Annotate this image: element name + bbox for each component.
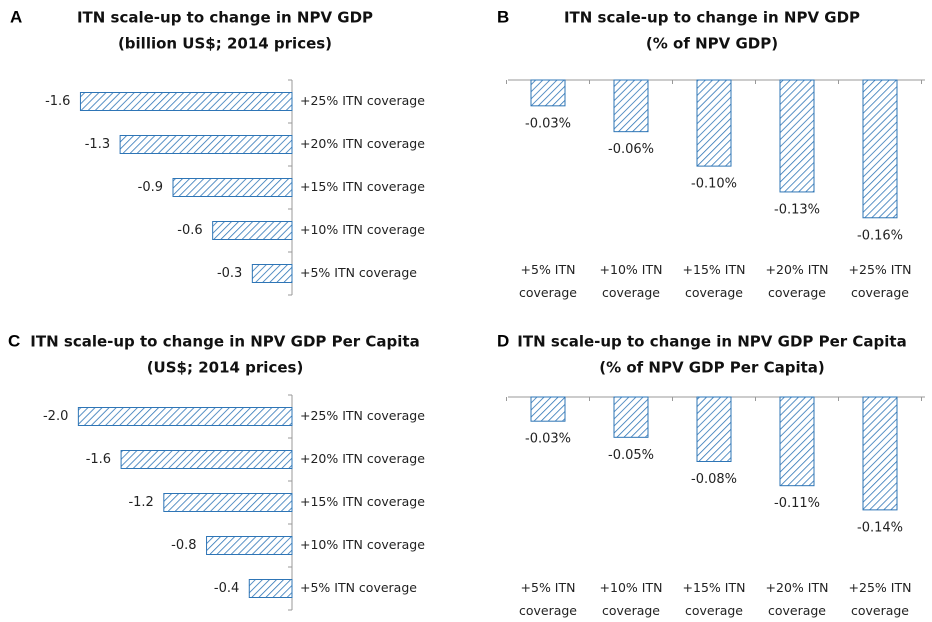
- category-label: +25% ITN coverage: [300, 408, 425, 423]
- category-label: +25% ITN coverage: [300, 93, 425, 108]
- bar: [212, 221, 293, 240]
- category-label: +10% ITN coverage: [599, 580, 663, 618]
- category-label: +25% ITN coverage: [848, 262, 912, 300]
- chart-subtitle: (US$; 2014 prices): [147, 359, 304, 377]
- chart-subtitle: (% of NPV GDP Per Capita): [599, 359, 824, 377]
- chart-subtitle: (billion US$; 2014 prices): [118, 35, 332, 53]
- bar: [613, 396, 649, 438]
- chart-title: ITN scale-up to change in NPV GDP: [77, 9, 373, 27]
- chart-title: ITN scale-up to change in NPV GDP Per Ca…: [30, 333, 419, 351]
- category-label: +15% ITN coverage: [682, 262, 746, 300]
- category-label: +5% ITN coverage: [300, 580, 417, 595]
- panel-letter: B: [497, 7, 509, 26]
- value-label: -1.6: [86, 452, 111, 467]
- value-label: -0.03%: [525, 116, 571, 131]
- bar: [120, 450, 293, 469]
- value-label: -0.06%: [608, 142, 654, 157]
- category-label: +5% ITN coverage: [300, 265, 417, 280]
- category-label: +10% ITN coverage: [599, 262, 663, 300]
- bar: [696, 79, 732, 167]
- bar: [862, 79, 898, 219]
- value-label: -1.3: [85, 137, 110, 152]
- bar: [77, 407, 293, 426]
- value-label: -0.8: [171, 538, 196, 553]
- value-label: -1.6: [45, 94, 70, 109]
- chart-title: ITN scale-up to change in NPV GDP Per Ca…: [517, 333, 906, 351]
- category-label: +5% ITN coverage: [518, 262, 578, 300]
- panel-letter: A: [10, 7, 22, 26]
- category-label: +20% ITN coverage: [300, 136, 425, 151]
- value-label: -0.13%: [774, 202, 820, 217]
- value-label: -0.08%: [691, 472, 737, 487]
- value-label: -2.0: [43, 409, 68, 424]
- chart-subtitle: (% of NPV GDP): [646, 35, 778, 53]
- bar: [172, 178, 293, 197]
- chart-title: ITN scale-up to change in NPV GDP: [564, 9, 860, 27]
- value-label: -0.16%: [857, 228, 903, 243]
- value-label: -1.2: [128, 495, 153, 510]
- bar: [248, 579, 293, 598]
- category-label: +20% ITN coverage: [765, 580, 829, 618]
- panel-letter: C: [8, 331, 20, 350]
- bar: [779, 396, 815, 487]
- panel-letter: D: [497, 331, 509, 350]
- bar: [119, 135, 293, 154]
- value-label: -0.03%: [525, 432, 571, 447]
- bar: [862, 396, 898, 511]
- value-label: -0.4: [214, 581, 239, 596]
- category-label: +15% ITN coverage: [682, 580, 746, 618]
- category-label: +20% ITN coverage: [765, 262, 829, 300]
- bar: [530, 79, 566, 107]
- value-label: -0.14%: [857, 520, 903, 535]
- bar: [530, 396, 566, 422]
- category-label: +15% ITN coverage: [300, 494, 425, 509]
- value-label: -0.9: [138, 180, 163, 195]
- bar: [613, 79, 649, 133]
- value-label: -0.6: [177, 223, 202, 238]
- value-label: -0.3: [217, 266, 242, 281]
- category-label: +10% ITN coverage: [300, 537, 425, 552]
- bar: [251, 264, 293, 283]
- value-label: -0.11%: [774, 496, 820, 511]
- category-label: +10% ITN coverage: [300, 222, 425, 237]
- bar: [696, 396, 732, 462]
- category-label: +25% ITN coverage: [848, 580, 912, 618]
- bar: [163, 493, 293, 512]
- bar: [79, 92, 293, 111]
- value-label: -0.10%: [691, 177, 737, 192]
- category-label: +20% ITN coverage: [300, 451, 425, 466]
- category-label: +5% ITN coverage: [518, 580, 578, 618]
- bar: [779, 79, 815, 193]
- value-label: -0.05%: [608, 448, 654, 463]
- bar: [206, 536, 293, 555]
- category-label: +15% ITN coverage: [300, 179, 425, 194]
